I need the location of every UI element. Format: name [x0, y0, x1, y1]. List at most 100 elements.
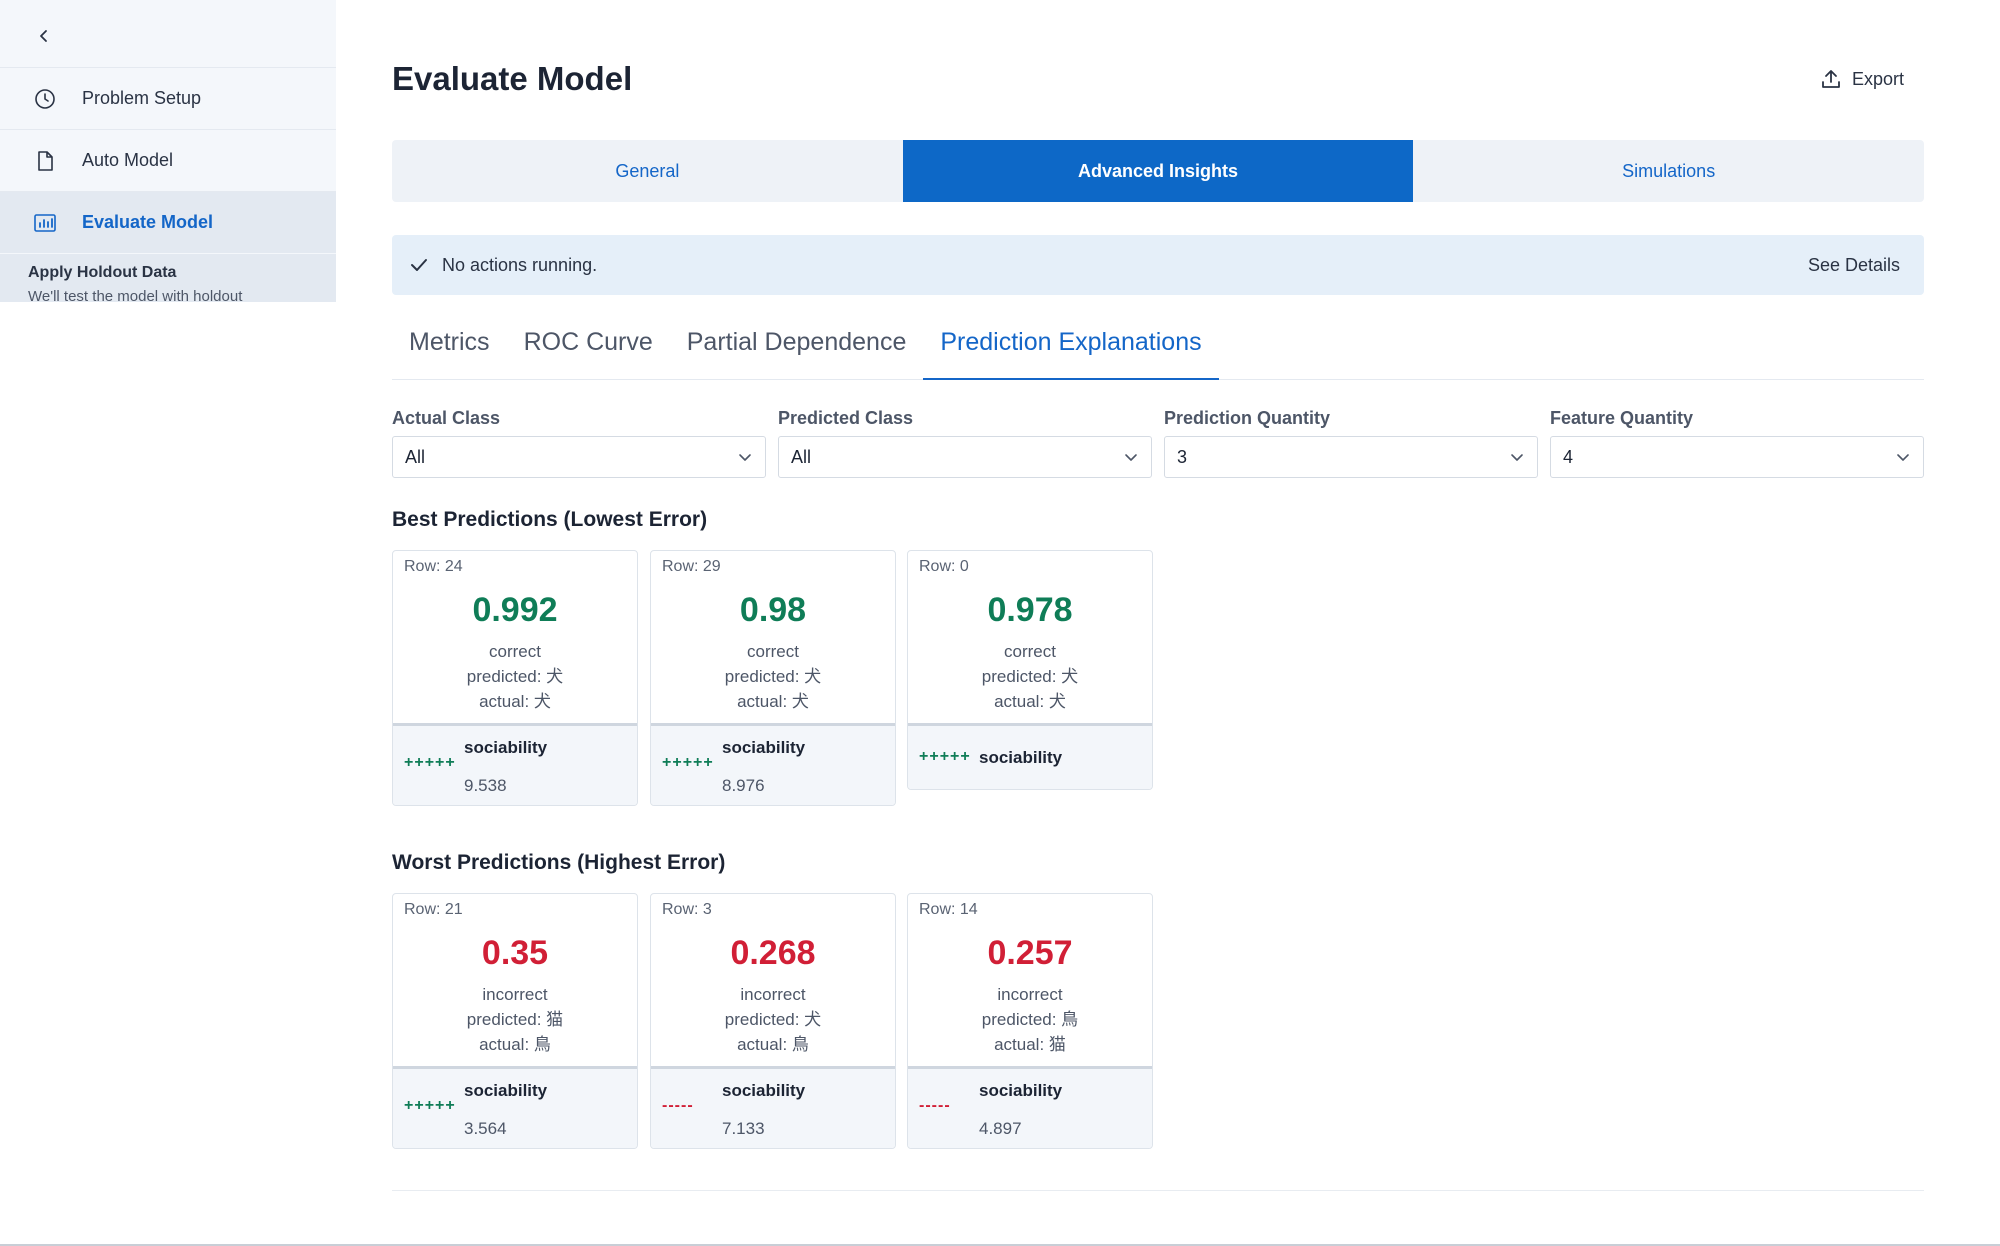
export-label: Export	[1852, 68, 1905, 89]
document-icon	[32, 148, 58, 174]
tab-general[interactable]: General	[615, 160, 680, 181]
predicted-class-select[interactable]: All	[778, 436, 1152, 478]
insights-tabs: Metrics ROC Curve Partial Dependence Pre…	[392, 320, 1924, 380]
chart-icon	[32, 210, 58, 236]
row-label: Row: 3	[662, 901, 712, 918]
prediction-value: 0.978	[987, 591, 1073, 629]
correctness-label: correct	[1004, 642, 1056, 661]
impact-indicator: -----	[662, 1097, 694, 1114]
impact-indicator: +++++	[919, 748, 971, 765]
tab-simulations[interactable]: Simulations	[1622, 160, 1716, 181]
tab-prediction-explanations[interactable]: Prediction Explanations	[923, 320, 1219, 380]
impact-indicator: -----	[919, 1097, 951, 1114]
subitem-title: Apply Holdout Data	[28, 264, 177, 281]
tab-advanced-insights[interactable]: Advanced Insights	[902, 140, 1414, 202]
feature-contribution: +++++ sociability 8.976	[651, 723, 895, 805]
impact-indicator: +++++	[404, 1097, 456, 1114]
prediction-card[interactable]: Row: 0 0.978 correct predicted: 犬 actual…	[907, 550, 1153, 790]
prediction-card[interactable]: Row: 21 0.35 incorrect predicted: 猫 actu…	[392, 893, 638, 1149]
upload-icon	[1820, 68, 1842, 90]
actual-class-filter: Actual Class All	[392, 408, 766, 478]
prediction-value: 0.98	[739, 591, 807, 629]
feature-value: 9.538	[464, 776, 507, 795]
sidebar-item-label: Evaluate Model	[82, 212, 214, 232]
feature-contribution: +++++ sociability	[908, 723, 1152, 789]
check-icon	[408, 254, 430, 276]
page-title: Evaluate Model	[392, 60, 633, 97]
feature-contribution: ----- sociability 7.133	[651, 1066, 895, 1148]
impact-indicator: +++++	[662, 754, 714, 771]
filter-label: Predicted Class	[778, 408, 914, 428]
actual-class-select[interactable]: All	[392, 436, 766, 478]
feature-contribution: ----- sociability 4.897	[908, 1066, 1152, 1148]
filter-label: Prediction Quantity	[1164, 408, 1331, 428]
sidebar-item-label: Auto Model	[82, 150, 174, 170]
correctness-label: incorrect	[740, 985, 806, 1004]
prediction-card[interactable]: Row: 29 0.98 correct predicted: 犬 actual…	[650, 550, 896, 806]
select-value: All	[791, 446, 812, 467]
predicted-label: predicted: 犬	[724, 1010, 822, 1029]
actual-label: actual: 猫	[994, 1035, 1066, 1054]
feature-name: sociability	[464, 738, 548, 757]
prediction-value: 0.257	[987, 934, 1073, 972]
actual-label: actual: 犬	[994, 692, 1066, 711]
row-label: Row: 24	[404, 558, 463, 575]
feature-contribution: +++++ sociability 9.538	[393, 723, 637, 805]
export-button[interactable]: Export	[1820, 68, 1904, 90]
feature-value: 7.133	[722, 1119, 765, 1138]
select-value: 4	[1563, 446, 1574, 467]
sidebar-item-auto-model[interactable]: Auto Model	[0, 129, 336, 191]
correctness-label: correct	[489, 642, 541, 661]
tab-metrics[interactable]: Metrics	[409, 328, 490, 356]
sidebar-item-label: Problem Setup	[82, 88, 202, 108]
chevron-down-icon	[1895, 449, 1911, 465]
worst-predictions-title: Worst Predictions (Highest Error)	[392, 851, 726, 874]
select-value: All	[405, 446, 426, 467]
tab-partial-dependence[interactable]: Partial Dependence	[686, 328, 907, 356]
prediction-value: 0.992	[472, 591, 558, 629]
feature-contribution: +++++ sociability 3.564	[393, 1066, 637, 1148]
view-segmented-control: General Advanced Insights Simulations	[392, 140, 1924, 202]
sidebar-subitem-apply-holdout[interactable]: Apply Holdout Data We'll test the model …	[0, 254, 336, 302]
subitem-description: We'll test the model with holdout	[28, 288, 243, 302]
correctness-label: incorrect	[482, 985, 548, 1004]
prediction-card[interactable]: Row: 14 0.257 incorrect predicted: 鳥 act…	[907, 893, 1153, 1149]
sidebar: Problem Setup Auto Model Evaluate Model …	[0, 0, 336, 302]
correctness-label: incorrect	[997, 985, 1063, 1004]
row-label: Row: 21	[404, 901, 463, 918]
prediction-card[interactable]: Row: 3 0.268 incorrect predicted: 犬 actu…	[650, 893, 896, 1149]
best-predictions-title: Best Predictions (Lowest Error)	[392, 508, 708, 531]
correctness-label: correct	[747, 642, 799, 661]
status-message: No actions running.	[442, 254, 598, 275]
sidebar-item-problem-setup[interactable]: Problem Setup	[0, 67, 336, 129]
prediction-value: 0.268	[730, 934, 816, 972]
row-label: Row: 29	[662, 558, 721, 575]
actual-label: actual: 犬	[737, 692, 809, 711]
row-label: Row: 14	[919, 901, 978, 918]
predicted-label: predicted: 犬	[466, 667, 564, 686]
back-chevron-icon[interactable]	[30, 22, 58, 50]
feature-value: 4.897	[979, 1119, 1022, 1138]
feature-quantity-select[interactable]: 4	[1550, 436, 1924, 478]
divider	[0, 1244, 2000, 1246]
feature-name: sociability	[979, 1081, 1063, 1100]
chevron-down-icon	[737, 449, 753, 465]
actual-label: actual: 鳥	[479, 1035, 551, 1054]
actual-label: actual: 鳥	[737, 1035, 809, 1054]
see-details-link[interactable]: See Details	[1807, 254, 1900, 275]
row-label: Row: 0	[919, 558, 969, 575]
chevron-down-icon	[1509, 449, 1525, 465]
predicted-label: predicted: 犬	[724, 667, 822, 686]
chevron-down-icon	[1123, 449, 1139, 465]
sidebar-item-evaluate-model[interactable]: Evaluate Model	[0, 191, 336, 253]
prediction-quantity-select[interactable]: 3	[1164, 436, 1538, 478]
actual-label: actual: 犬	[479, 692, 551, 711]
prediction-value: 0.35	[481, 934, 549, 972]
tab-roc-curve[interactable]: ROC Curve	[523, 328, 653, 356]
feature-quantity-filter: Feature Quantity 4	[1550, 408, 1924, 478]
prediction-quantity-filter: Prediction Quantity 3	[1164, 408, 1538, 478]
prediction-card[interactable]: Row: 24 0.992 correct predicted: 犬 actua…	[392, 550, 638, 806]
predicted-class-filter: Predicted Class All	[778, 408, 1152, 478]
feature-name: sociability	[722, 738, 806, 757]
feature-value: 3.564	[464, 1119, 507, 1138]
